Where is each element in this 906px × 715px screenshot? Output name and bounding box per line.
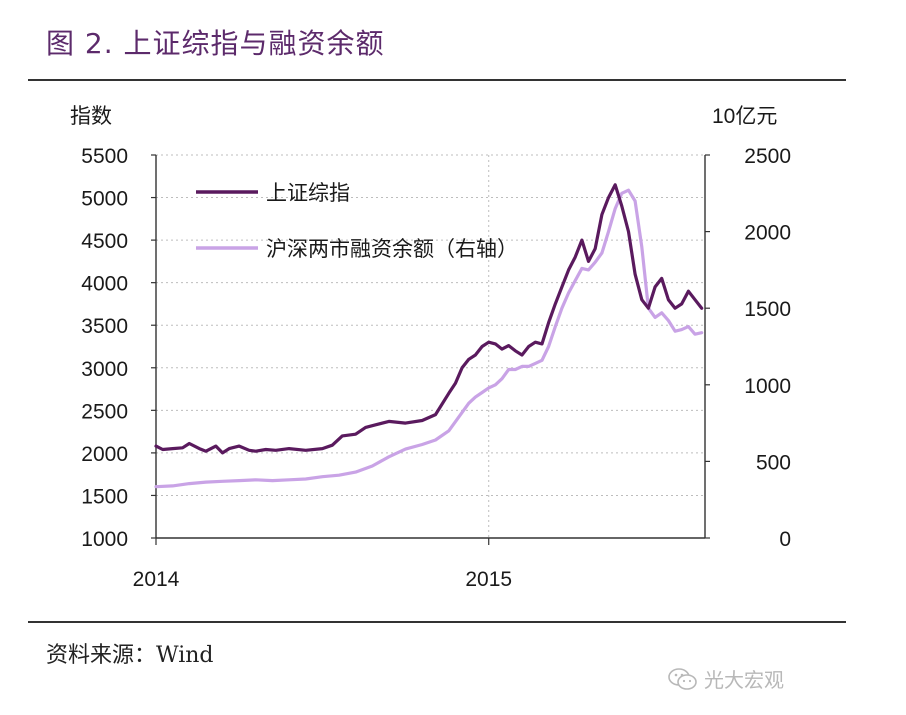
- y-tick-label-right: 0: [779, 528, 791, 551]
- y-tick-label-right: 2000: [744, 222, 791, 245]
- y-tick-label-left: 3500: [81, 315, 128, 338]
- y-tick-label-left: 3000: [81, 358, 128, 381]
- watermark: 光大宏观: [668, 664, 784, 693]
- figure-title: 图 2. 上证综指与融资余额: [46, 27, 385, 60]
- x-tick-label: 2015: [465, 568, 512, 591]
- y-tick-label-left: 5500: [81, 145, 128, 168]
- y-tick-label-right: 2500: [744, 145, 791, 168]
- y-tick-label-left: 4500: [81, 230, 128, 253]
- y-tick-label-left: 4000: [81, 273, 128, 296]
- y-tick-label-left: 2000: [81, 443, 128, 466]
- axes: [151, 154, 710, 545]
- legend-item-margin-balance-label: 沪深两市融资余额（右轴）: [266, 238, 518, 261]
- grid-lines: [156, 154, 705, 538]
- series-lines: [154, 183, 704, 489]
- wechat-icon: [668, 667, 697, 690]
- series-line-index: [154, 183, 704, 455]
- watermark-text: 光大宏观: [704, 668, 784, 692]
- y-tick-label-left: 2500: [81, 400, 128, 423]
- y-axis-label-right: 10亿元: [712, 105, 777, 128]
- bottom-rule: [28, 621, 846, 623]
- y-tick-label-left: 5000: [81, 188, 128, 211]
- y-tick-label-left: 1500: [81, 485, 128, 508]
- legend-item-index-label: 上证综指: [266, 182, 350, 205]
- y-axis-label-left: 指数: [70, 105, 112, 128]
- series-line-margin-balance: [154, 188, 704, 489]
- y-tick-label-right: 500: [756, 451, 791, 474]
- y-tick-label-right: 1500: [744, 298, 791, 321]
- y-tick-label-right: 1000: [744, 375, 791, 398]
- source-note: 资料来源：Wind: [46, 643, 214, 668]
- y-tick-label-left: 1000: [81, 528, 128, 551]
- top-rule: [28, 79, 846, 81]
- tick-labels: 5500500045004000350030002500200015001000…: [81, 145, 791, 591]
- x-tick-label: 2014: [133, 568, 180, 591]
